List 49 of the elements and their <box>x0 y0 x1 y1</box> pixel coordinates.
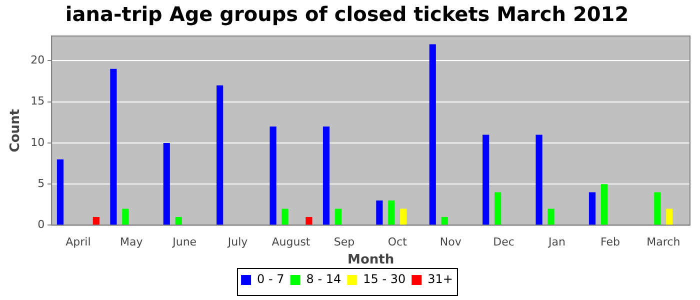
bar <box>306 216 312 225</box>
x-tick-label: Jan <box>548 236 566 249</box>
bar <box>92 216 100 225</box>
bar <box>376 200 383 225</box>
y-tick-label: 20 <box>30 54 45 67</box>
x-axis-title: Month <box>348 252 394 268</box>
bar <box>163 142 170 225</box>
x-tick-label: Feb <box>600 236 620 249</box>
legend-label: 31+ <box>428 272 453 286</box>
bar <box>482 134 490 225</box>
bar <box>536 134 542 225</box>
bar <box>548 208 554 225</box>
bar <box>56 159 64 225</box>
bar <box>282 208 288 225</box>
legend-label: 0 - 7 <box>257 272 284 286</box>
bar <box>600 184 608 225</box>
legend-label: 15 - 30 <box>363 272 406 286</box>
bar <box>441 216 448 225</box>
chart-title: iana-trip Age groups of closed tickets March 2012 <box>65 2 629 26</box>
y-axis-title: Count <box>8 109 24 152</box>
x-tick-label: Dec <box>493 236 514 249</box>
x-tick-label: April <box>66 236 91 249</box>
bar <box>122 208 129 225</box>
y-tick-label: 0 <box>38 218 45 232</box>
x-tick-label: Nov <box>440 236 462 249</box>
bar <box>110 68 117 225</box>
x-tick-label: August <box>272 236 311 249</box>
x-tick-label: Sep <box>334 236 355 249</box>
bar <box>388 200 395 225</box>
bar <box>654 192 661 225</box>
legend-label: 8 - 14 <box>306 272 342 286</box>
x-tick-label: March <box>646 236 680 249</box>
y-tick-label: 5 <box>38 176 45 190</box>
x-tick-label: June <box>172 236 197 249</box>
bar <box>334 208 342 225</box>
bar <box>322 126 330 225</box>
y-tick-label: 10 <box>30 136 45 149</box>
bar <box>494 192 502 225</box>
bar <box>216 85 224 225</box>
bar <box>270 126 276 225</box>
x-tick-label: Oct <box>388 236 408 249</box>
x-tick-label: May <box>120 236 144 249</box>
bar <box>666 208 673 225</box>
bar <box>400 208 407 225</box>
bar <box>175 216 182 225</box>
x-tick-label: July <box>226 236 248 249</box>
y-tick-label: 15 <box>30 94 45 108</box>
bar <box>588 192 596 225</box>
bar <box>429 44 436 225</box>
